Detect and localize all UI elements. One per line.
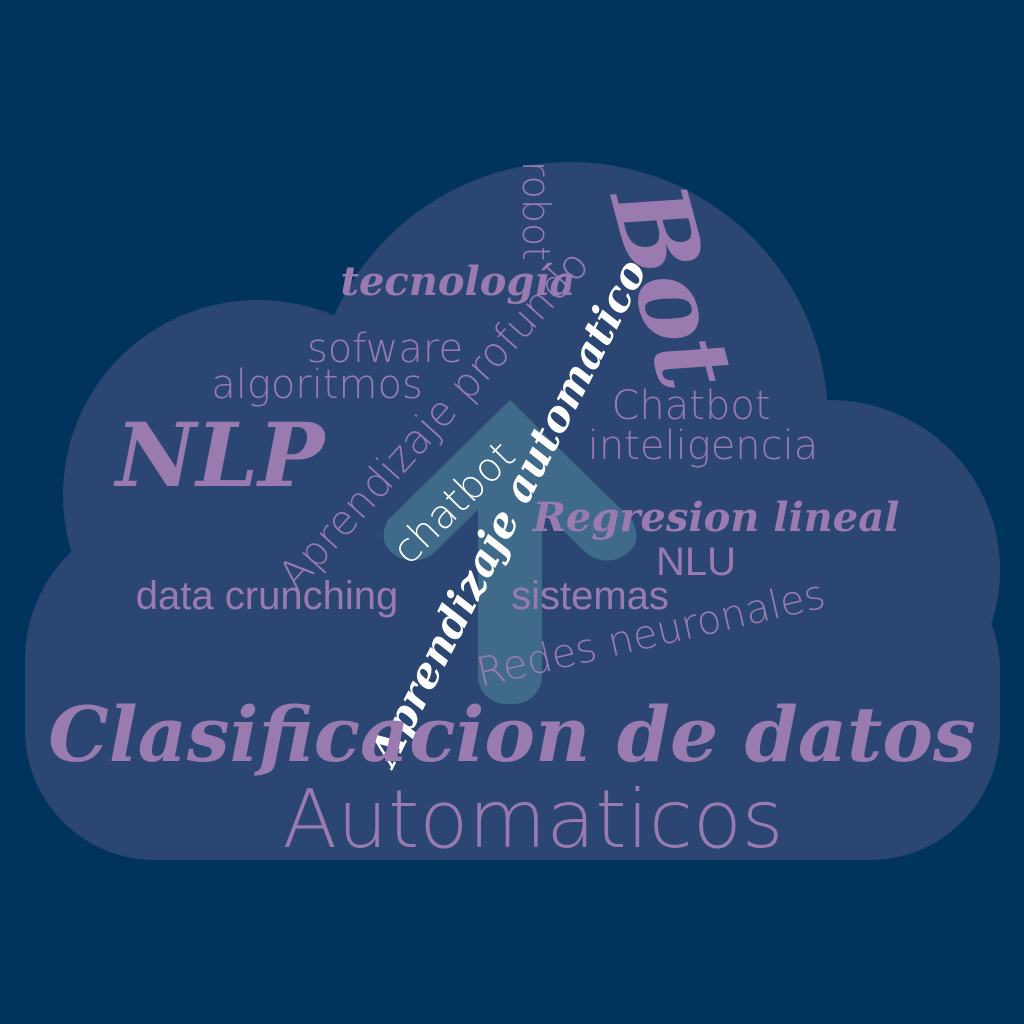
word-regresion-lineal: Regresion lineal [532,494,900,541]
word-algoritmos: algoritmos [211,362,423,408]
word-inteligencia: inteligencia [587,423,819,469]
word-data-crunching: data crunching [135,574,399,618]
word-tecnologia: tecnología [340,258,576,305]
word-chatbot-upper: Chatbot [611,383,771,429]
word-sofware: sofware [306,326,464,372]
word-sistemas: sistemas [511,574,669,618]
word-robot: robot [514,160,558,262]
up-arrow-icon [383,400,637,704]
word-nlu: NLU [655,540,737,584]
word-nlp: NLP [115,403,325,507]
word-automaticos: Automaticos [282,773,784,866]
cloud-body [25,162,1000,860]
word-clasificacion-de-datos: Clasificacion de datos [48,690,976,779]
